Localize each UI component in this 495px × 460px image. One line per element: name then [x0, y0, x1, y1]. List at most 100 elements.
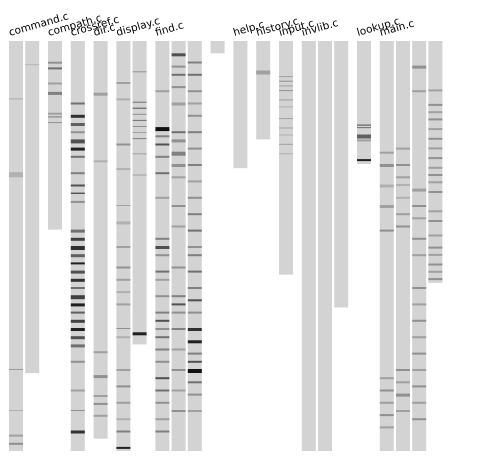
line-mark	[155, 143, 170, 146]
source-column[interactable]	[379, 41, 394, 451]
line-mark	[48, 61, 62, 64]
line-mark	[171, 86, 186, 89]
source-column[interactable]	[357, 41, 371, 164]
source-column[interactable]	[428, 41, 443, 283]
source-column[interactable]	[132, 41, 147, 345]
line-mark	[357, 127, 371, 129]
line-mark	[70, 295, 85, 300]
line-mark	[428, 174, 443, 176]
line-mark	[412, 254, 427, 257]
line-mark	[187, 287, 202, 289]
line-mark	[70, 123, 85, 126]
source-column[interactable]	[334, 41, 349, 308]
line-mark	[396, 147, 410, 150]
line-mark	[187, 410, 202, 412]
line-mark	[428, 210, 443, 213]
line-mark	[412, 418, 427, 421]
line-mark	[155, 270, 170, 273]
source-column[interactable]	[233, 41, 248, 169]
line-mark	[171, 164, 186, 167]
line-mark	[132, 132, 147, 133]
line-mark	[171, 266, 186, 269]
line-mark	[187, 73, 202, 76]
source-column[interactable]	[48, 41, 62, 230]
line-mark	[70, 200, 85, 203]
line-mark	[428, 246, 443, 249]
line-mark	[396, 184, 410, 186]
line-mark	[187, 340, 202, 344]
line-mark	[412, 401, 427, 404]
line-mark	[70, 336, 85, 340]
line-mark	[187, 381, 202, 384]
line-mark	[171, 176, 186, 179]
source-column[interactable]	[396, 41, 410, 451]
line-mark	[412, 319, 427, 322]
line-mark	[48, 67, 62, 70]
source-column[interactable]	[412, 41, 427, 451]
source-column[interactable]	[9, 41, 23, 451]
line-mark	[428, 181, 443, 184]
line-mark	[187, 213, 202, 216]
line-mark	[279, 76, 293, 78]
line-mark	[279, 134, 293, 136]
line-mark	[70, 172, 85, 175]
line-mark	[412, 205, 427, 207]
line-mark	[428, 263, 443, 266]
line-mark	[428, 270, 443, 273]
line-mark	[279, 80, 293, 82]
line-mark	[412, 287, 427, 289]
source-column[interactable]	[25, 41, 40, 374]
line-mark	[187, 114, 202, 117]
line-mark	[379, 151, 394, 154]
source-column[interactable]	[279, 41, 293, 275]
source-column[interactable]	[256, 41, 271, 140]
line-mark	[116, 328, 131, 329]
line-mark	[70, 114, 85, 118]
line-mark	[116, 369, 131, 371]
line-mark	[171, 73, 186, 76]
line-mark	[412, 385, 427, 388]
line-mark	[70, 389, 85, 392]
line-mark	[70, 262, 85, 265]
line-mark	[9, 172, 23, 178]
line-mark	[155, 295, 170, 298]
line-mark	[70, 303, 85, 307]
line-mark	[357, 124, 371, 126]
line-mark	[187, 328, 202, 331]
line-mark	[187, 299, 202, 302]
line-mark	[116, 385, 131, 388]
line-mark	[132, 119, 147, 121]
line-mark	[357, 139, 371, 142]
file-group-0: command.c	[8, 10, 70, 451]
line-mark	[132, 71, 147, 73]
line-mark	[187, 196, 202, 199]
source-column[interactable]	[210, 41, 225, 54]
source-column[interactable]	[318, 41, 332, 451]
line-mark	[396, 196, 410, 199]
line-mark	[70, 410, 85, 411]
line-mark	[132, 113, 147, 115]
line-mark	[187, 352, 202, 355]
line-mark	[70, 131, 85, 134]
line-mark	[132, 101, 147, 103]
line-mark	[70, 278, 85, 282]
line-mark	[155, 155, 170, 158]
line-mark	[412, 217, 427, 220]
line-mark	[116, 205, 131, 206]
line-mark	[70, 311, 85, 314]
line-mark	[357, 159, 371, 162]
source-column[interactable]	[93, 41, 108, 439]
line-mark	[155, 336, 170, 339]
line-mark	[187, 360, 202, 363]
line-mark	[116, 221, 131, 225]
line-mark	[155, 319, 170, 322]
line-mark	[171, 410, 186, 412]
line-mark	[116, 430, 131, 433]
file-group-10: invlib.c	[300, 17, 349, 451]
line-mark	[187, 61, 202, 64]
line-mark	[48, 91, 62, 95]
source-column[interactable]	[301, 41, 316, 451]
line-mark	[116, 303, 131, 306]
line-mark	[171, 348, 186, 351]
